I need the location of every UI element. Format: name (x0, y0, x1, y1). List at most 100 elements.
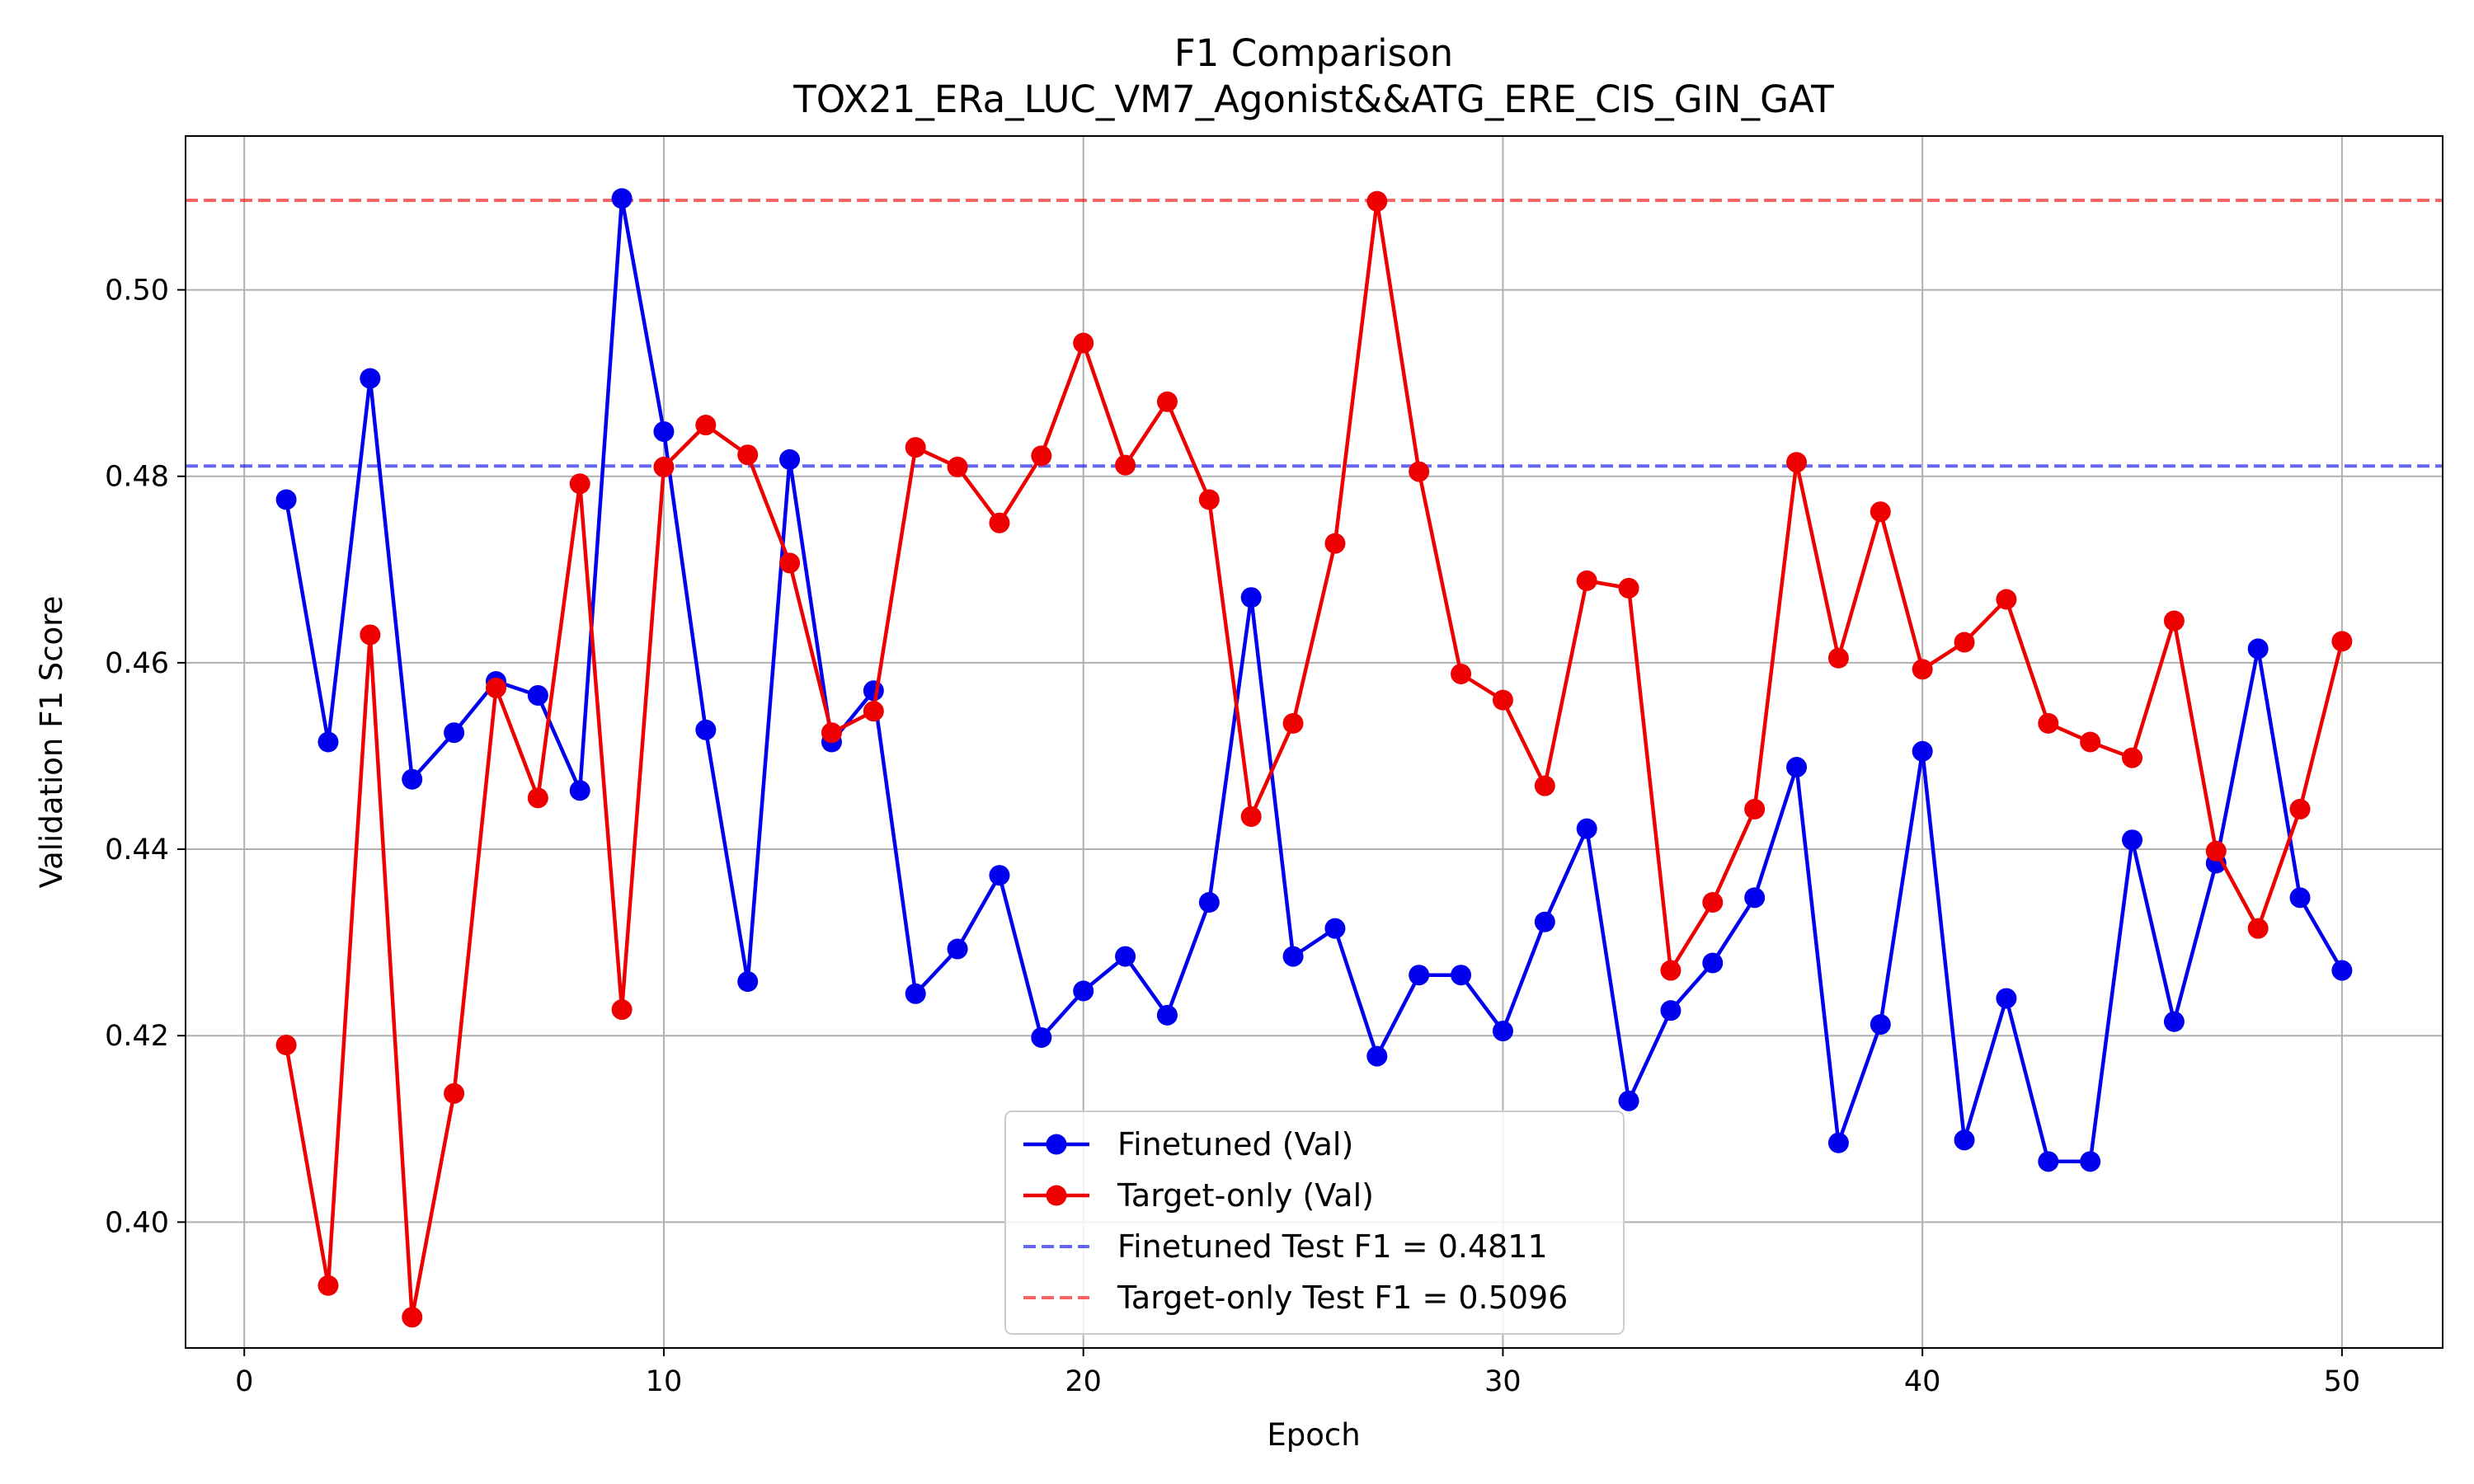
legend-label: Finetuned (Val) (1117, 1126, 1353, 1162)
data-point (317, 731, 339, 753)
data-point (611, 188, 633, 209)
data-point (360, 368, 381, 389)
data-point (1031, 1026, 1052, 1048)
series-group (275, 190, 2353, 1328)
data-point (1240, 587, 1262, 608)
data-point (1492, 689, 1513, 711)
data-point (863, 680, 884, 702)
legend-label: Target-only Test F1 = 0.5096 (1117, 1280, 1568, 1316)
y-tick-label: 0.40 (105, 1206, 169, 1239)
data-point (360, 624, 381, 646)
x-tick-label: 30 (1484, 1365, 1522, 1398)
data-point (1115, 454, 1136, 476)
data-point (1073, 980, 1094, 1002)
data-point (1073, 332, 1094, 354)
data-point (1786, 452, 1808, 473)
chart-subtitle: TOX21_ERa_LUC_VM7_Agonist&&ATG_ERE_CIS_G… (793, 77, 1834, 121)
legend-box (1004, 1111, 1625, 1335)
data-point (1282, 946, 1304, 967)
data-point (2163, 1011, 2185, 1032)
data-point (275, 489, 297, 510)
legend-marker (1046, 1185, 1067, 1206)
data-point (1031, 445, 1052, 467)
data-point (2080, 1151, 2101, 1172)
data-point (444, 1082, 465, 1104)
data-point (1786, 757, 1808, 778)
data-point (2038, 712, 2059, 734)
data-point (1409, 965, 1430, 986)
y-axis-label: Validation F1 Score (34, 596, 69, 889)
data-point (1115, 946, 1136, 967)
data-point (947, 938, 968, 960)
data-point (1324, 533, 1346, 554)
data-point (275, 1035, 297, 1055)
data-point (1576, 818, 1597, 839)
data-point (1534, 911, 1555, 932)
data-point (1240, 805, 1262, 827)
data-point (2205, 840, 2227, 862)
data-point (611, 999, 633, 1021)
data-point (2163, 610, 2185, 632)
data-point (905, 983, 926, 1004)
x-tick-label: 50 (2324, 1365, 2361, 1398)
data-point (1954, 632, 1975, 653)
series-line (284, 196, 2344, 1164)
data-point (1912, 659, 1933, 680)
data-point (527, 787, 548, 809)
data-point (1156, 391, 1178, 412)
legend-label: Target-only (Val) (1117, 1177, 1374, 1214)
data-point (1660, 1000, 1681, 1021)
data-point (1198, 891, 1220, 913)
data-point (695, 719, 717, 740)
data-point (737, 444, 759, 466)
data-point (2122, 747, 2143, 768)
series-layer (275, 188, 2353, 1328)
data-point (1492, 1021, 1513, 1042)
data-point (1827, 647, 1849, 669)
data-point (527, 684, 548, 706)
data-point (2247, 638, 2269, 660)
data-point (2331, 631, 2353, 652)
data-point (1870, 501, 1891, 523)
data-point (2080, 731, 2101, 753)
legend-entry: Target-only (Val) (1023, 1177, 1374, 1214)
data-point (1827, 1132, 1849, 1153)
data-point (653, 420, 675, 442)
data-point (317, 1275, 339, 1296)
data-point (1702, 952, 1724, 974)
data-point (863, 701, 884, 722)
legend-entry: Finetuned Test F1 = 0.4811 (1023, 1228, 1548, 1265)
y-tick-label: 0.48 (105, 461, 169, 494)
x-axis-ticks: 0 10 20 30 40 50 (235, 1348, 2360, 1398)
data-point (569, 473, 590, 495)
data-point (779, 448, 801, 470)
data-point (1912, 740, 1933, 762)
data-point (695, 415, 717, 436)
data-point (1744, 798, 1766, 819)
data-point (1576, 570, 1597, 591)
data-point (402, 768, 423, 790)
reference-lines (186, 199, 2443, 468)
data-point (2289, 887, 2311, 909)
data-point (989, 512, 1010, 533)
data-point (1198, 489, 1220, 510)
y-axis-ticks: 0.40 0.42 0.44 0.46 0.48 0.50 (105, 275, 186, 1239)
chart-title: F1 Comparison (1174, 31, 1453, 75)
data-point (1618, 577, 1639, 599)
plot-frame (185, 135, 2443, 1349)
data-point (905, 437, 926, 458)
data-point (1366, 190, 1388, 212)
data-point (2331, 960, 2353, 981)
legend-label: Finetuned Test F1 = 0.4811 (1117, 1228, 1548, 1265)
data-point (653, 456, 675, 477)
data-point (2289, 798, 2311, 819)
legend-entry: Target-only Test F1 = 0.5096 (1023, 1280, 1568, 1316)
data-point (402, 1307, 423, 1328)
y-tick-label: 0.42 (105, 1020, 169, 1053)
x-tick-label: 0 (235, 1365, 253, 1398)
legend-entry: Finetuned (Val) (1023, 1126, 1353, 1162)
legend-marker (1046, 1134, 1067, 1155)
data-point (485, 677, 506, 698)
data-point (1451, 965, 1472, 986)
